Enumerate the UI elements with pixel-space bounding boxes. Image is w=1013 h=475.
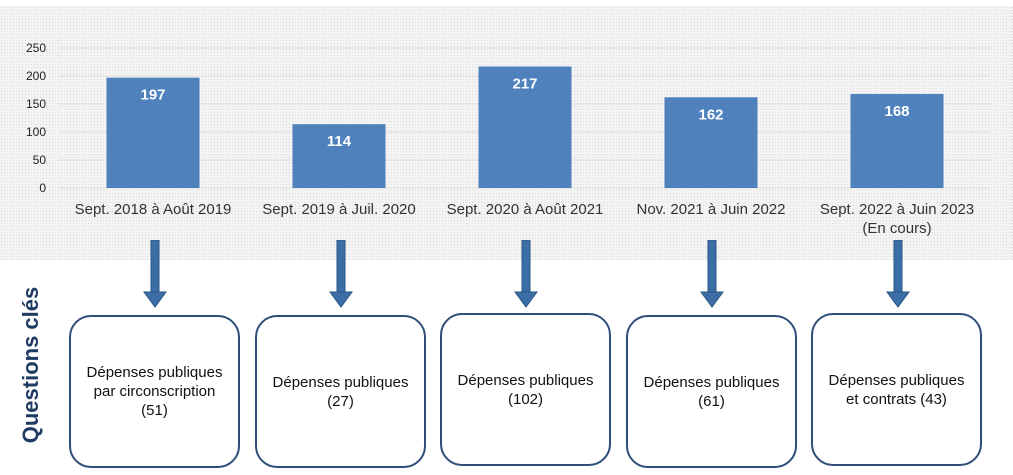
section-label: Questions clés (16, 270, 46, 460)
key-question-box: Dépenses publiques (61) (626, 315, 797, 468)
data-label: 168 (884, 103, 909, 120)
bar (850, 93, 944, 188)
key-question-box: Dépenses publiques (27) (255, 315, 426, 468)
key-question-text: Dépenses publiques par circonscription (… (86, 364, 223, 419)
x-tick-label: Sept. 2018 à Août 2019 (75, 201, 232, 218)
y-tick-label: 150 (26, 97, 46, 111)
data-label: 114 (327, 133, 352, 150)
down-arrow-icon (514, 240, 538, 308)
x-tick-label: Nov. 2021 à Juin 2022 (637, 201, 786, 218)
y-tick-label: 100 (26, 125, 46, 139)
data-label: 217 (512, 75, 537, 92)
bar (292, 124, 386, 188)
key-question-text: Dépenses publiques et contrats (43) (828, 371, 965, 408)
bar-chart: 0 50 100 150 200 250 197 Sept. 2018 à Août 2019… (26, 41, 990, 237)
data-label: 162 (698, 106, 723, 123)
bar (478, 66, 572, 188)
key-question-text: Dépenses publiques (61) (643, 373, 780, 410)
key-question-box: Dépenses publiques par circonscription (… (69, 315, 240, 468)
section-label-text: Questions clés (18, 286, 43, 444)
down-arrow-icon (886, 240, 910, 308)
down-arrow-icon (700, 240, 724, 308)
key-question-text: Dépenses publiques (27) (272, 373, 409, 410)
chart-area: 0 50 100 150 200 250 197 Sept. 2018 à Août 2019… (0, 6, 1013, 260)
key-question-box: Dépenses publiques (102) (440, 313, 611, 466)
x-tick-note: (En cours) (862, 220, 931, 237)
down-arrow-icon (329, 240, 353, 308)
y-tick-label: 50 (33, 153, 47, 167)
y-tick-label: 200 (26, 69, 46, 83)
y-tick-label: 250 (26, 41, 46, 55)
x-tick-label: Sept. 2019 à Juil. 2020 (262, 201, 415, 218)
bar (106, 77, 200, 188)
key-question-text: Dépenses publiques (102) (457, 371, 594, 408)
key-question-box: Dépenses publiques et contrats (43) (811, 313, 982, 466)
down-arrow-icon (143, 240, 167, 308)
x-tick-label: Sept. 2022 à Juin 2023 (820, 201, 974, 218)
x-tick-label: Sept. 2020 à Août 2021 (447, 201, 604, 218)
data-label: 197 (140, 87, 165, 104)
y-tick-label: 0 (39, 181, 46, 195)
bar (664, 97, 758, 188)
